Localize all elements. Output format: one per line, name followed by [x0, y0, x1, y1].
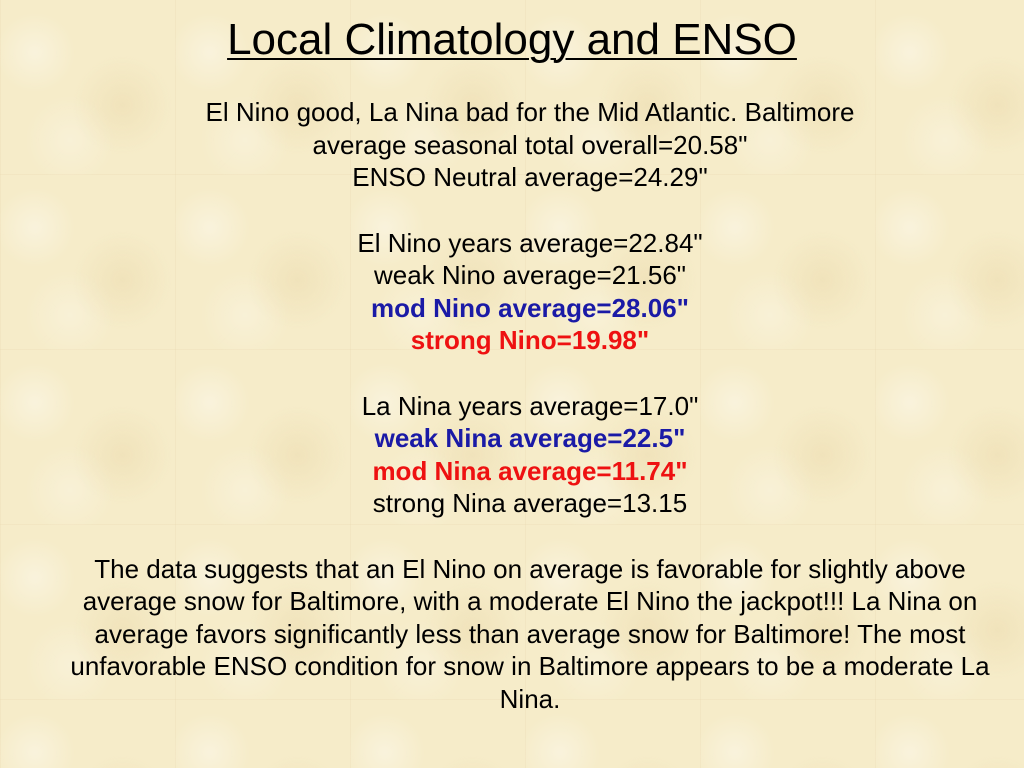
slide-title: Local Climatology and ENSO: [0, 12, 1024, 68]
strong-nino-average: strong Nino=19.98": [410, 325, 650, 355]
spacer: [50, 194, 1010, 227]
la-nina-years-average: La Nina years average=17.0": [361, 390, 699, 421]
slide-body: El Nino good, La Nina bad for the Mid At…: [50, 96, 1010, 715]
intro-line-2: average seasonal total overall=20.58": [312, 129, 748, 160]
mod-nino-average: mod Nino average=28.06": [371, 292, 689, 323]
strong-nina-average: strong Nina average=13.15: [372, 488, 688, 518]
intro-line-1: El Nino good, La Nina bad for the Mid At…: [205, 97, 855, 127]
el-nino-years-average: El Nino years average=22.84": [357, 227, 703, 258]
intro-line-3: ENSO Neutral average=24.29": [352, 162, 708, 192]
spacer: [50, 520, 1010, 553]
weak-nino-average: weak Nino average=21.56": [373, 260, 687, 290]
slide-title-text: Local Climatology and ENSO: [227, 15, 797, 64]
mod-nina-average: mod Nina average=11.74": [372, 455, 688, 486]
conclusion-paragraph: The data suggests that an El Nino on ave…: [70, 553, 990, 714]
spacer: [50, 357, 1010, 390]
weak-nina-average: weak Nina average=22.5": [374, 423, 686, 453]
